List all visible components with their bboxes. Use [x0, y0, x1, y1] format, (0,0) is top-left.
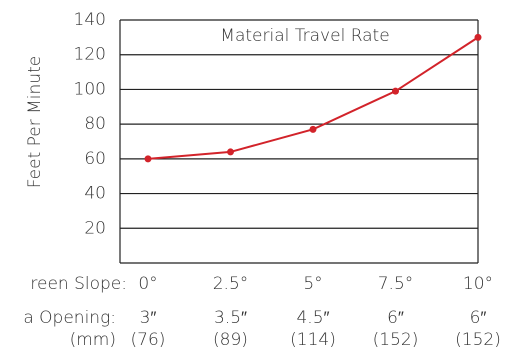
- data-point: [309, 125, 317, 133]
- y-axis-label: Feet Per Minute: [25, 56, 45, 188]
- data-point: [144, 155, 152, 163]
- opening-mm-label: (89): [213, 330, 248, 350]
- data-point: [227, 148, 234, 156]
- opening-label: 4.5″: [296, 308, 329, 328]
- data-line: [147, 36, 479, 160]
- title-box: [176, 22, 434, 50]
- opening-mm-label: (76): [131, 330, 166, 350]
- data-point: [474, 33, 482, 41]
- x-tick-label: 5°: [303, 274, 322, 294]
- opening-label: 6″: [470, 308, 487, 328]
- row-label: reen Slope:: [30, 274, 127, 294]
- y-tick-label: 120: [74, 45, 106, 65]
- y-tick-label: 40: [84, 184, 106, 204]
- y-tick-label: 100: [74, 79, 106, 99]
- x-tick-label: 7.5°: [378, 274, 414, 294]
- x-tick-label: 0°: [138, 274, 157, 294]
- data-point: [392, 87, 399, 95]
- opening-mm-label: (152): [455, 330, 501, 350]
- row-label: (mm): [70, 330, 116, 350]
- y-tick-label: 140: [74, 10, 106, 30]
- row-label: a Opening:: [23, 308, 116, 328]
- opening-label: 3″: [140, 308, 157, 328]
- opening-label: 3.5″: [214, 308, 247, 328]
- opening-mm-label: (152): [373, 330, 419, 350]
- x-tick-label: 2.5°: [213, 274, 249, 294]
- opening-label: 6″: [387, 308, 404, 328]
- y-tick-label: 80: [84, 114, 106, 134]
- opening-mm-label: (114): [290, 330, 336, 350]
- x-tick-label: 10°: [463, 274, 493, 294]
- chart-title: Material Travel Rate: [220, 26, 389, 46]
- y-tick-label: 60: [84, 149, 106, 169]
- y-tick-label: 20: [84, 218, 106, 238]
